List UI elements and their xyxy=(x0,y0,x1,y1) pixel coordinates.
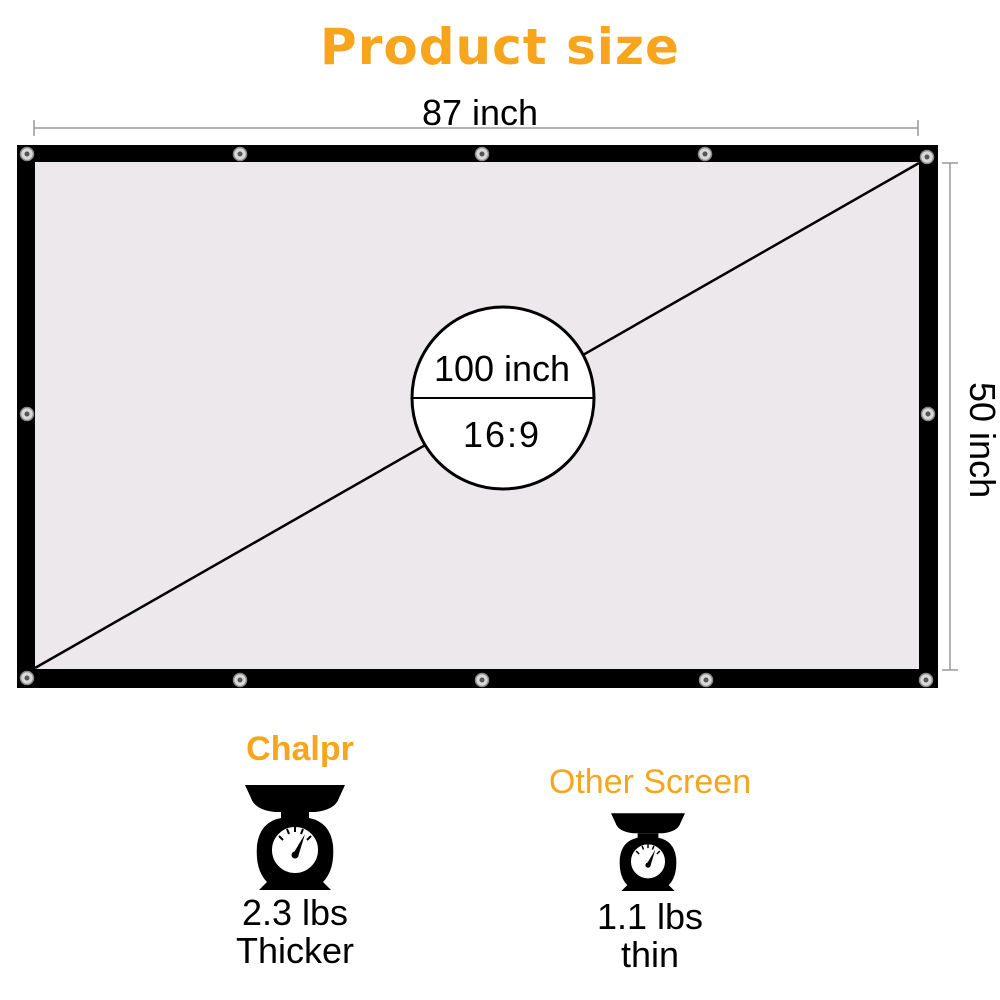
grommet-icon xyxy=(920,406,936,422)
diagonal-label: 100 inch xyxy=(433,348,571,389)
grommet-icon xyxy=(919,149,935,165)
chalpr-thickness-note: Thicker xyxy=(235,930,355,971)
height-dimension-line xyxy=(942,162,958,671)
other-weight-block: 1.1 lbs thin xyxy=(540,898,760,974)
chalpr-weight-block: 2.3 lbs Thicker xyxy=(180,894,410,970)
grommet-icon xyxy=(474,146,490,162)
scale-icon xyxy=(611,813,685,891)
height-label: 50 inch xyxy=(962,382,1000,499)
other-thickness-note: thin xyxy=(620,934,680,975)
grommet-icon xyxy=(19,670,35,686)
grommet-icon xyxy=(698,672,714,688)
page-title: Product size xyxy=(320,18,680,76)
scale-icon xyxy=(245,785,345,890)
other-weight-value: 1.1 lbs xyxy=(596,896,704,937)
grommet-icon xyxy=(232,146,248,162)
aspect-ratio-label: 16:9 xyxy=(462,414,542,455)
chalpr-weight-value: 2.3 lbs xyxy=(241,892,349,933)
grommet-icon xyxy=(19,146,35,162)
grommet-icon xyxy=(474,672,490,688)
grommet-icon xyxy=(697,146,713,162)
grommet-icon xyxy=(918,672,934,688)
other-screen-label: Other Screen xyxy=(548,763,752,801)
width-dimension-line xyxy=(33,120,919,136)
width-label: 87 inch xyxy=(421,92,539,133)
chalpr-brand-label: Chalpr xyxy=(246,730,354,768)
grommets xyxy=(19,146,936,688)
grommet-icon xyxy=(19,406,35,422)
grommet-icon xyxy=(232,672,248,688)
